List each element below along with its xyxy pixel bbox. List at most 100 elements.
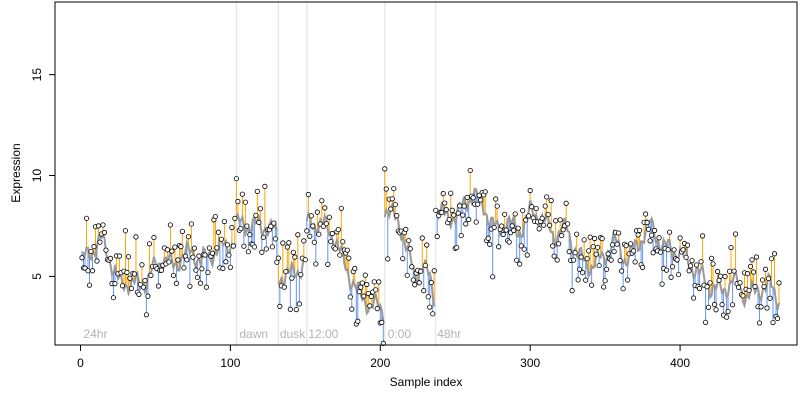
- data-point: [536, 226, 542, 232]
- data-point: [648, 232, 655, 238]
- data-point: [517, 261, 523, 267]
- data-point: [669, 264, 676, 270]
- data-point: [409, 264, 415, 270]
- data-point: [295, 232, 301, 238]
- data-point: [449, 207, 455, 213]
- data-point: [608, 257, 614, 263]
- data-point: [314, 209, 320, 215]
- data-point: [107, 255, 114, 261]
- data-point: [89, 268, 96, 274]
- data-point: [596, 262, 602, 269]
- data-point: [665, 247, 671, 253]
- data-point: [368, 293, 374, 300]
- data-point: [206, 245, 212, 251]
- data-point: [616, 230, 622, 236]
- data-point: [511, 227, 517, 233]
- data-point: [455, 210, 461, 216]
- data-point: [650, 250, 656, 256]
- data-point: [707, 280, 713, 286]
- data-point: [307, 233, 313, 239]
- data-point: [139, 262, 145, 268]
- data-point: [190, 254, 196, 260]
- y-axis-title: Expression: [9, 143, 23, 202]
- data-point: [412, 282, 418, 288]
- data-point: [590, 244, 596, 250]
- data-point: [293, 306, 299, 313]
- condition-label-4: 0:00: [388, 327, 412, 341]
- data-point: [304, 228, 310, 234]
- data-point: [494, 203, 500, 209]
- data-point: [684, 242, 691, 248]
- data-point: [394, 213, 400, 219]
- data-point: [103, 247, 109, 253]
- data-point: [774, 315, 781, 322]
- data-point: [322, 205, 328, 211]
- data-point: [110, 295, 117, 301]
- data-point: [485, 235, 491, 241]
- data-point: [529, 204, 535, 210]
- data-point: [392, 201, 398, 208]
- data-point: [717, 273, 724, 279]
- data-point: [388, 206, 394, 212]
- y-tick-label: 5: [30, 273, 44, 280]
- data-point: [133, 234, 139, 240]
- x-axis-title: Sample index: [390, 375, 463, 389]
- data-point: [593, 251, 599, 257]
- data-point: [473, 219, 479, 225]
- data-point: [764, 305, 770, 311]
- data-point: [768, 256, 775, 262]
- data-point: [173, 280, 180, 286]
- data-point: [175, 257, 181, 263]
- data-point: [164, 247, 171, 253]
- data-point: [383, 186, 389, 192]
- data-point: [376, 279, 382, 285]
- data-point: [359, 280, 365, 286]
- data-point: [527, 187, 533, 194]
- data-point: [179, 228, 186, 234]
- data-point: [406, 237, 412, 244]
- data-point: [500, 231, 506, 238]
- data-point: [313, 261, 319, 267]
- data-point: [499, 223, 505, 229]
- data-point: [389, 196, 395, 202]
- data-point: [356, 289, 362, 295]
- data-point: [251, 244, 257, 250]
- data-point: [559, 232, 565, 239]
- data-point: [547, 222, 553, 228]
- data-point: [218, 236, 224, 242]
- data-point: [454, 244, 460, 251]
- data-point: [262, 183, 268, 189]
- data-point: [464, 194, 470, 201]
- data-point: [496, 244, 502, 250]
- data-point: [122, 228, 129, 234]
- data-point: [247, 232, 253, 238]
- data-point: [651, 227, 658, 234]
- data-point: [509, 223, 515, 229]
- data-point: [344, 247, 350, 253]
- data-point: [418, 268, 424, 274]
- data-point: [502, 211, 508, 217]
- data-point: [737, 280, 743, 286]
- data-point: [491, 224, 497, 231]
- data-point: [680, 247, 686, 253]
- data-point: [374, 306, 380, 312]
- data-point: [580, 270, 586, 276]
- data-point: [440, 191, 446, 197]
- data-point: [296, 301, 302, 307]
- data-point: [675, 271, 682, 278]
- data-point: [506, 239, 512, 245]
- data-point: [625, 277, 631, 283]
- data-point: [83, 215, 90, 221]
- data-point: [209, 250, 215, 256]
- data-point: [689, 258, 695, 264]
- data-point: [693, 262, 700, 268]
- data-point: [233, 176, 239, 182]
- data-point: [749, 257, 755, 263]
- data-point: [614, 241, 620, 247]
- y-tick-label: 15: [30, 68, 44, 82]
- data-point: [640, 264, 646, 270]
- data-point: [463, 221, 469, 227]
- data-point: [178, 244, 184, 250]
- data-point: [470, 195, 476, 201]
